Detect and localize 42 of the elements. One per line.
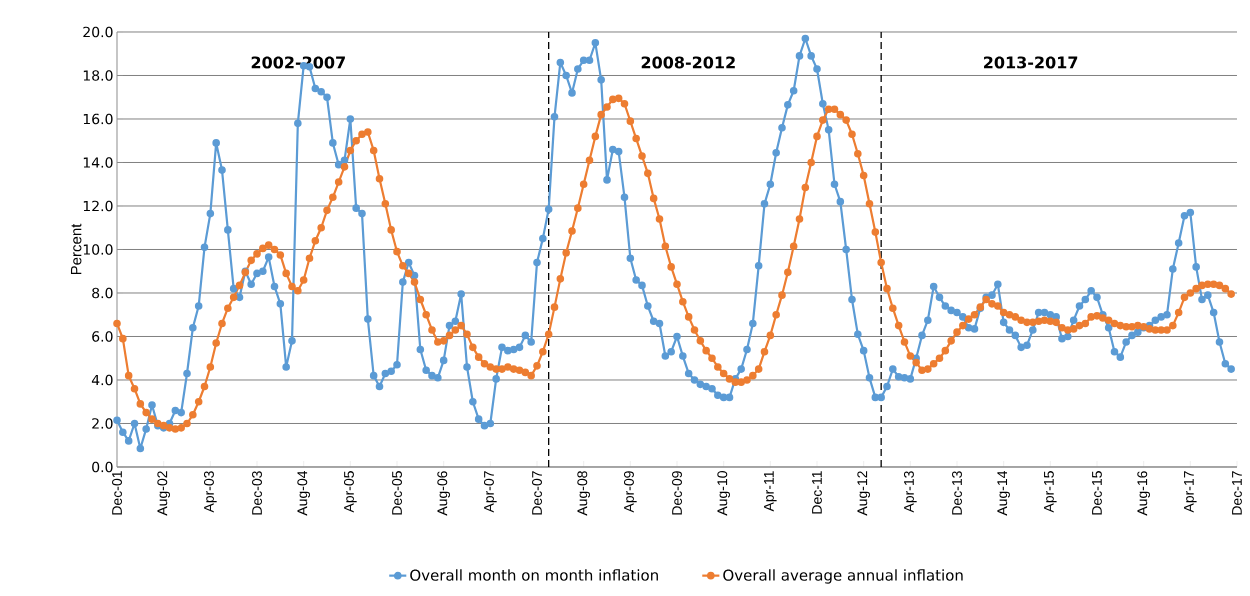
x-tick-label: Apr-07 xyxy=(483,471,497,513)
x-tick-label: Apr-13 xyxy=(903,471,917,513)
y-tick-label: 16.0 xyxy=(83,113,113,125)
x-tick-label: Apr-15 xyxy=(1044,471,1057,513)
x-tick-label: Dec-13 xyxy=(952,471,962,515)
y-tick-label: 0.0 xyxy=(92,461,113,473)
x-tick-label: Aug-10 xyxy=(717,471,730,516)
x-tick-label: Aug-02 xyxy=(157,471,171,516)
x-tick-label: Dec-15 xyxy=(1092,471,1102,515)
x-tick-label: Dec-11 xyxy=(812,471,822,514)
x-tick-label: Aug-16 xyxy=(1137,471,1150,516)
x-tick-label: Aug-08 xyxy=(577,471,591,516)
x-tick-label: Apr-03 xyxy=(203,471,217,513)
legend-label: Overall month on month inflation xyxy=(410,569,658,581)
x-tick-label: Dec-01 xyxy=(112,471,122,515)
y-tick-label: 14.0 xyxy=(83,157,113,168)
y-tick-label: 8.0 xyxy=(92,287,113,299)
y-tick-label: 18.0 xyxy=(83,70,113,81)
x-tick-label: Dec-05 xyxy=(392,471,402,515)
x-tick-label: Apr-05 xyxy=(343,471,357,513)
x-tick-label: Aug-14 xyxy=(997,470,1010,516)
x-tick-label: Apr-09 xyxy=(623,471,637,513)
y-tick-label: 20.0 xyxy=(83,26,113,38)
y-tick-label: 12.0 xyxy=(83,200,113,212)
annotation: 2002-2007 xyxy=(251,56,345,69)
legend-label: Overall average annual inflation xyxy=(723,569,963,584)
y-tick-label: 4.0 xyxy=(91,374,113,386)
annotation: 2013-2017 xyxy=(984,56,1078,69)
x-tick-label: Apr-17 xyxy=(1184,471,1197,513)
x-tick-label: Aug-04 xyxy=(297,470,311,516)
x-tick-label: Dec-03 xyxy=(252,471,262,515)
x-tick-label: Apr-11 xyxy=(764,471,777,512)
y-tick-label: 6.0 xyxy=(92,331,113,342)
x-tick-label: Dec-07 xyxy=(532,471,542,515)
x-tick-label: Dec-09 xyxy=(672,471,682,515)
y-tick-label: 2.0 xyxy=(92,418,113,429)
annotation: 2008-2012 xyxy=(641,56,735,69)
x-tick-label: Aug-06 xyxy=(437,471,451,516)
x-tick-label: Aug-12 xyxy=(857,471,870,516)
y-tick-label: 10.0 xyxy=(83,244,113,255)
x-tick-label: Dec-17 xyxy=(1232,471,1242,515)
y-axis-title: Percent xyxy=(70,223,82,275)
